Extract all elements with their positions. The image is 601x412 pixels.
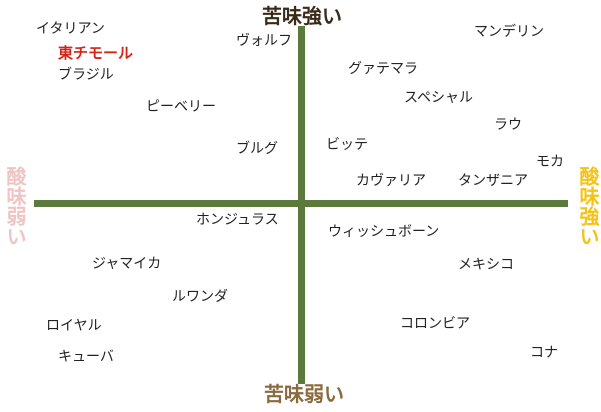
coffee-label: ラウ [494, 117, 522, 133]
coffee-label: カヴァリア [356, 173, 426, 189]
coffee-label: ブラジル [58, 67, 114, 83]
axis-label-left: 酸味弱い [3, 166, 27, 246]
coffee-label: ホンジュラス [196, 212, 279, 228]
axis-label-bottom: 苦味弱い [264, 382, 344, 406]
coffee-label: ジャマイカ [92, 256, 162, 272]
coffee-label: コナ [530, 345, 558, 361]
coffee-label: ピーベリー [146, 99, 216, 115]
coffee-label: ブルグ [236, 141, 278, 157]
coffee-label: ウィッシュボーン [328, 224, 440, 240]
coffee-label: コロンビア [400, 316, 470, 332]
coffee-label: マンデリン [474, 24, 544, 40]
coffee-label: ルワンダ [172, 289, 228, 305]
coffee-label: イタリアン [36, 21, 105, 37]
coffee-label: モカ [536, 154, 564, 170]
coffee-label: メキシコ [458, 257, 514, 273]
coffee-label: ヴォルフ [236, 33, 292, 49]
horizontal-axis-line [34, 200, 568, 207]
coffee-label: 東チモール [58, 44, 134, 62]
coffee-label: スペシャル [404, 90, 474, 106]
axis-label-right: 酸味強い [576, 166, 600, 246]
coffee-label: グァテマラ [348, 61, 418, 77]
coffee-label: キューバ [58, 349, 114, 365]
coffee-label: ロイヤル [46, 318, 102, 334]
coffee-label: タンザニア [458, 173, 528, 189]
axis-label-top: 苦味強い [262, 4, 342, 28]
coffee-label: ビッテ [326, 137, 368, 153]
